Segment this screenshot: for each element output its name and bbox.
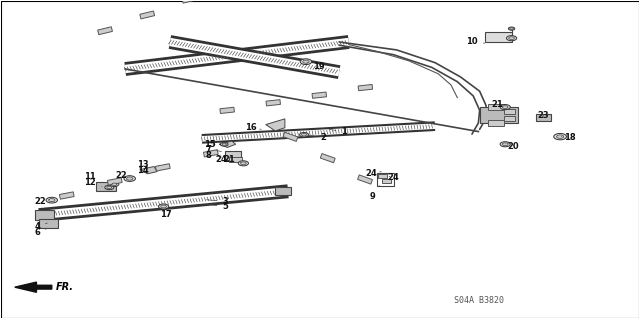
Bar [358, 85, 372, 91]
Circle shape [161, 205, 166, 208]
Bar [378, 174, 387, 178]
Bar [60, 192, 74, 199]
Circle shape [110, 182, 119, 187]
Circle shape [502, 106, 508, 108]
Circle shape [301, 134, 307, 136]
Text: S04A B3820: S04A B3820 [454, 296, 504, 305]
Circle shape [554, 133, 566, 140]
Circle shape [159, 204, 169, 209]
Text: 4: 4 [34, 222, 47, 231]
Bar [488, 104, 504, 110]
Bar [220, 107, 234, 114]
Circle shape [557, 135, 564, 138]
Text: 22: 22 [35, 197, 49, 206]
Polygon shape [266, 119, 285, 131]
Text: 3: 3 [207, 197, 228, 206]
Bar [98, 27, 113, 35]
Circle shape [222, 143, 227, 145]
Circle shape [127, 177, 133, 180]
Circle shape [506, 36, 516, 41]
Bar [504, 109, 515, 114]
Bar [378, 173, 394, 186]
Bar [504, 116, 515, 121]
Bar [321, 153, 335, 163]
Text: 10: 10 [466, 37, 484, 46]
Bar [275, 187, 291, 195]
Text: 6: 6 [34, 228, 47, 237]
Bar [312, 92, 326, 98]
Bar [536, 115, 552, 121]
Text: 21: 21 [492, 100, 504, 109]
Text: 8: 8 [205, 151, 221, 160]
Bar [488, 120, 504, 126]
Circle shape [124, 176, 136, 182]
Circle shape [49, 199, 55, 202]
Bar [266, 100, 280, 106]
Circle shape [510, 28, 513, 30]
Circle shape [300, 59, 312, 64]
Circle shape [220, 142, 228, 146]
Circle shape [500, 105, 510, 110]
Circle shape [46, 197, 58, 203]
Text: 14: 14 [136, 167, 148, 175]
Text: 1: 1 [329, 127, 348, 136]
Circle shape [112, 183, 117, 185]
Text: 21: 21 [223, 155, 241, 164]
Text: 24: 24 [387, 173, 399, 182]
Circle shape [105, 185, 114, 190]
Circle shape [509, 37, 515, 40]
Text: 19: 19 [307, 62, 324, 71]
Bar [39, 219, 58, 228]
Bar [35, 210, 54, 220]
Circle shape [300, 132, 308, 137]
Bar [358, 175, 372, 184]
Bar [156, 164, 170, 171]
Text: 24: 24 [365, 169, 381, 178]
Text: 23: 23 [538, 111, 549, 120]
Circle shape [508, 27, 515, 30]
Circle shape [303, 60, 309, 63]
Text: 16: 16 [245, 123, 261, 132]
Polygon shape [140, 167, 157, 174]
Text: FR.: FR. [56, 282, 74, 292]
Bar [108, 178, 122, 185]
Text: 17: 17 [159, 210, 172, 219]
Bar [225, 151, 241, 160]
Text: 18: 18 [561, 133, 576, 142]
Text: 11: 11 [84, 172, 102, 182]
Bar [140, 11, 155, 19]
Text: 22: 22 [115, 171, 127, 180]
Circle shape [500, 142, 510, 147]
Text: 2: 2 [308, 133, 326, 142]
Circle shape [107, 186, 112, 189]
Circle shape [238, 161, 248, 166]
Bar [479, 107, 518, 123]
Text: 24: 24 [215, 155, 230, 164]
Text: 12: 12 [84, 178, 102, 187]
Bar [381, 179, 391, 183]
Bar [204, 150, 218, 157]
Polygon shape [219, 141, 236, 147]
Bar [182, 0, 196, 3]
Text: 13: 13 [137, 160, 148, 169]
Bar [484, 33, 511, 42]
Bar [97, 182, 116, 191]
Polygon shape [15, 282, 52, 292]
Bar [283, 132, 298, 141]
Circle shape [502, 143, 508, 146]
Text: 9: 9 [369, 186, 380, 201]
Text: 5: 5 [207, 202, 228, 211]
Text: 15: 15 [204, 140, 216, 149]
Text: 7: 7 [205, 145, 221, 154]
Circle shape [241, 162, 246, 165]
Bar [229, 157, 242, 162]
Text: 20: 20 [507, 142, 518, 151]
